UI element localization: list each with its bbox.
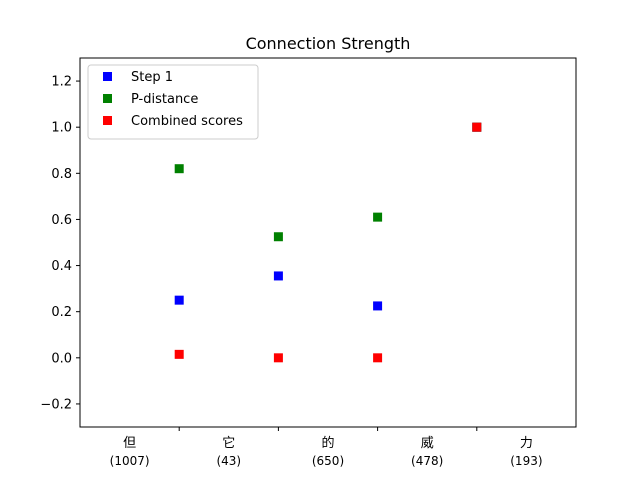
point-p-distance bbox=[174, 164, 184, 174]
point-step-1 bbox=[174, 295, 184, 305]
point-p-distance bbox=[373, 212, 383, 222]
y-tick-label: 0.0 bbox=[51, 351, 72, 366]
x-category-char: 它 bbox=[222, 435, 235, 451]
plot-frame bbox=[79, 57, 577, 428]
x-category-char: 的 bbox=[321, 435, 334, 451]
legend: Step 1 P-distance Combined scores bbox=[87, 64, 259, 140]
legend-marker bbox=[103, 72, 112, 81]
point-combined-scores bbox=[472, 122, 482, 132]
x-category-count: (650) bbox=[312, 454, 344, 468]
point-combined-scores bbox=[373, 353, 383, 363]
y-tick-label: 0.4 bbox=[51, 259, 72, 274]
y-tick-label: 0.6 bbox=[51, 213, 72, 228]
legend-marker bbox=[103, 116, 112, 125]
y-tick-label: 1.0 bbox=[51, 121, 72, 136]
x-category-char: 力 bbox=[520, 436, 533, 451]
legend-box bbox=[87, 64, 259, 140]
x-category-count: (478) bbox=[411, 454, 443, 468]
legend-label: Step 1 bbox=[131, 70, 173, 85]
chart-title: Connection Strength bbox=[246, 34, 411, 53]
x-category-char: 威 bbox=[421, 436, 434, 451]
point-p-distance bbox=[273, 232, 283, 242]
legend-marker bbox=[103, 94, 112, 103]
x-category-char: 但 bbox=[123, 436, 136, 451]
point-combined-scores bbox=[174, 349, 184, 359]
point-step-1 bbox=[273, 271, 283, 281]
legend-label: Combined scores bbox=[131, 114, 243, 129]
x-category-count: (43) bbox=[216, 454, 241, 468]
y-tick-label: 0.8 bbox=[51, 167, 72, 182]
point-combined-scores bbox=[273, 353, 283, 363]
x-category-count: (1007) bbox=[110, 454, 150, 468]
point-step-1 bbox=[373, 301, 383, 311]
y-tick-label: −0.2 bbox=[40, 397, 72, 412]
y-tick-label: 0.2 bbox=[51, 305, 72, 320]
legend-label: P-distance bbox=[131, 92, 198, 107]
y-tick-label: 1.2 bbox=[51, 75, 72, 90]
x-category-count: (193) bbox=[510, 454, 542, 468]
plot-area: −0.2 0.0 0.2 0.4 0.6 0.8 1.0 1.2 但 (1007) 它 (43) 的 (6… bbox=[40, 57, 577, 468]
